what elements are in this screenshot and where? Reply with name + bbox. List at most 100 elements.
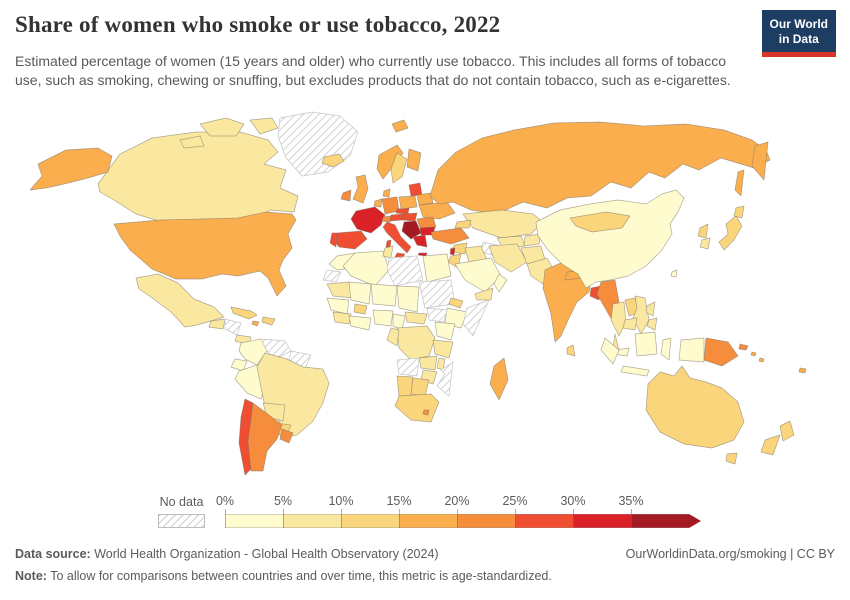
country-new_zealand[interactable] bbox=[760, 434, 781, 456]
country-libya[interactable] bbox=[386, 255, 424, 287]
country-mexico[interactable] bbox=[135, 273, 225, 328]
legend-bin-15-20%[interactable] bbox=[399, 514, 457, 528]
country-namibia[interactable] bbox=[396, 375, 414, 399]
country-baltics[interactable] bbox=[408, 182, 423, 197]
country-tanzania[interactable] bbox=[432, 339, 454, 359]
country-australia[interactable] bbox=[725, 452, 738, 465]
country-egypt[interactable] bbox=[422, 253, 452, 283]
country-guatemala[interactable] bbox=[208, 318, 226, 330]
country-zambia[interactable] bbox=[418, 355, 438, 371]
country-belarus[interactable] bbox=[416, 192, 434, 206]
country-angola[interactable] bbox=[396, 357, 420, 377]
country-saudi_arabia[interactable] bbox=[454, 257, 502, 293]
country-greenland[interactable] bbox=[277, 111, 359, 177]
country-australia[interactable] bbox=[645, 365, 745, 449]
country-japan[interactable] bbox=[718, 215, 743, 251]
country-chad[interactable] bbox=[396, 285, 420, 313]
country-south_africa[interactable] bbox=[394, 393, 440, 423]
country-honduras[interactable] bbox=[224, 318, 242, 336]
country-jamaica[interactable] bbox=[251, 320, 260, 327]
country-denmark[interactable] bbox=[382, 188, 391, 198]
country-indonesia[interactable] bbox=[634, 331, 658, 357]
rights-link[interactable]: OurWorldinData.org/smoking | CC BY bbox=[625, 547, 835, 561]
country-canada[interactable] bbox=[199, 117, 245, 137]
country-mozambique[interactable] bbox=[436, 361, 454, 397]
legend-bin-35%+[interactable] bbox=[631, 514, 689, 528]
country-russia[interactable] bbox=[751, 141, 769, 181]
country-venezuela[interactable] bbox=[260, 338, 292, 360]
country-eritrea[interactable] bbox=[448, 297, 464, 309]
country-indonesia[interactable] bbox=[660, 337, 672, 361]
country-fiji[interactable] bbox=[798, 367, 807, 374]
country-usa[interactable] bbox=[29, 147, 113, 191]
country-png[interactable] bbox=[738, 343, 749, 351]
country-benelux[interactable] bbox=[373, 198, 383, 208]
country-canada[interactable] bbox=[179, 135, 205, 149]
country-switzerland[interactable] bbox=[381, 215, 392, 223]
country-congo[interactable] bbox=[386, 327, 400, 347]
country-solomon_islands[interactable] bbox=[750, 351, 757, 357]
country-niger[interactable] bbox=[370, 283, 398, 307]
country-china[interactable] bbox=[535, 189, 685, 289]
country-indonesia[interactable] bbox=[620, 365, 650, 377]
country-japan[interactable] bbox=[733, 205, 745, 219]
country-portugal[interactable] bbox=[329, 232, 338, 248]
country-balkans[interactable] bbox=[401, 220, 422, 240]
legend-bin-10-15%[interactable] bbox=[341, 514, 399, 528]
country-solomon_islands[interactable] bbox=[758, 357, 765, 363]
country-central_african_republic[interactable] bbox=[404, 311, 428, 325]
country-oman[interactable] bbox=[493, 273, 508, 293]
country-north_korea[interactable] bbox=[697, 223, 709, 239]
country-burkina_faso[interactable] bbox=[353, 303, 368, 315]
country-canada[interactable] bbox=[249, 117, 279, 135]
no-data-swatch[interactable] bbox=[158, 514, 205, 528]
legend-bin-20-25%[interactable] bbox=[457, 514, 515, 528]
country-mongolia[interactable] bbox=[569, 211, 631, 233]
world-map[interactable] bbox=[0, 106, 850, 498]
country-guinea[interactable] bbox=[332, 311, 352, 325]
legend-bin-5-10%[interactable] bbox=[283, 514, 341, 528]
country-poland[interactable] bbox=[398, 195, 418, 210]
country-south_sudan[interactable] bbox=[426, 307, 448, 323]
country-svalbard[interactable] bbox=[391, 119, 409, 133]
country-taiwan[interactable] bbox=[670, 269, 678, 278]
country-russia[interactable] bbox=[429, 121, 771, 215]
country-western_sahara[interactable] bbox=[322, 269, 342, 283]
country-romania[interactable] bbox=[416, 216, 437, 229]
country-yemen[interactable] bbox=[474, 287, 494, 301]
country-russia[interactable] bbox=[734, 169, 745, 197]
country-indonesia[interactable] bbox=[600, 337, 620, 365]
country-cambodia[interactable] bbox=[622, 317, 638, 331]
country-drc[interactable] bbox=[396, 325, 436, 361]
country-hungary[interactable] bbox=[401, 212, 418, 222]
legend-bin-0-5%[interactable] bbox=[225, 514, 283, 528]
country-finland[interactable] bbox=[406, 148, 422, 172]
country-usa[interactable] bbox=[113, 211, 297, 297]
country-lesotho[interactable] bbox=[422, 409, 430, 416]
country-somalia[interactable] bbox=[462, 299, 490, 337]
country-austria[interactable] bbox=[389, 213, 404, 222]
country-caucasus[interactable] bbox=[454, 219, 472, 229]
legend-bin-25-30%[interactable] bbox=[515, 514, 573, 528]
legend-bin-30-35%[interactable] bbox=[573, 514, 631, 528]
country-kenya[interactable] bbox=[434, 321, 456, 341]
country-kyrgyzstan[interactable] bbox=[523, 233, 542, 247]
country-senegal[interactable] bbox=[326, 297, 350, 315]
country-italy[interactable] bbox=[382, 221, 412, 254]
country-png[interactable] bbox=[703, 337, 739, 367]
country-france[interactable] bbox=[350, 206, 386, 234]
country-turkey[interactable] bbox=[430, 227, 470, 245]
country-philippines[interactable] bbox=[645, 301, 656, 317]
country-uruguay[interactable] bbox=[279, 428, 294, 444]
country-ukraine[interactable] bbox=[418, 201, 456, 220]
country-mali[interactable] bbox=[348, 281, 372, 305]
country-argentina[interactable] bbox=[247, 402, 283, 472]
country-thailand[interactable] bbox=[610, 301, 627, 337]
country-sri_lanka[interactable] bbox=[566, 344, 576, 357]
country-hispaniola[interactable] bbox=[261, 316, 276, 326]
country-greece[interactable] bbox=[412, 234, 428, 248]
country-iceland[interactable] bbox=[321, 153, 345, 168]
country-south_korea[interactable] bbox=[699, 237, 711, 250]
country-uk[interactable] bbox=[352, 174, 369, 204]
country-ghana[interactable] bbox=[348, 315, 372, 331]
